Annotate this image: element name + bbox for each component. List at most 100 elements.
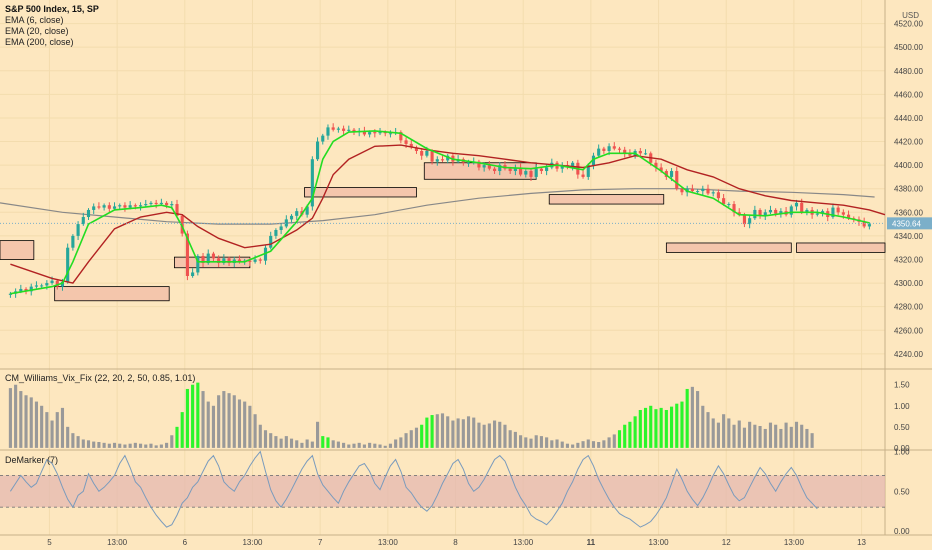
vix-bar [40,405,44,448]
vix-bar [305,439,309,448]
candle-body [763,212,767,216]
vix-bar [446,416,450,448]
vix-bar [357,442,361,448]
vix-bar [789,426,793,448]
vix-bar [175,426,179,448]
vix-bar [643,407,648,448]
vix-bar [378,444,382,448]
vix-bar [482,424,486,448]
vix-bar [19,391,23,448]
price-tick-label: 4260.00 [894,326,923,335]
candle-body [227,258,231,264]
vix-bar [24,395,28,448]
candle-body [76,224,80,236]
vix-bar [310,441,314,448]
candle-body [482,165,486,168]
candle-body [581,174,585,177]
candle-body [149,202,153,205]
price-tick-label: 4360.00 [894,208,923,217]
candle-body [742,214,747,225]
candle-body [768,209,773,213]
vix-bar [602,440,606,448]
vix-bar [508,430,512,448]
vix-bar [331,440,335,448]
candle-body [399,132,403,141]
candle-body [40,285,44,287]
legend-ema6[interactable]: EMA (6, close) [5,15,64,25]
vix-bar [383,445,387,448]
candle-body [675,171,679,189]
vix-legend[interactable]: CM_Williams_Vix_Fix (22, 20, 2, 50, 0.85… [5,373,196,383]
candle-body [466,162,471,164]
candle-body [420,150,424,156]
candle-body [794,202,799,207]
vix-bar [701,405,705,448]
vix-bar [628,421,632,448]
candle-body [29,286,33,292]
candle-body [690,188,694,192]
vix-bar [492,420,497,448]
candle-body [716,192,720,199]
vix-bar [617,430,622,448]
vix-bar [321,436,325,448]
time-tick-label: 13:00 [513,538,534,547]
vix-bar [430,415,434,448]
vix-bar [97,442,101,448]
candle-body [258,259,262,261]
candle-body [217,258,221,264]
candle-body [586,165,590,177]
vix-bar [461,419,465,448]
demarker-tick-label: 0.50 [894,487,910,496]
candle-body [170,204,174,206]
vix-bar [586,439,590,448]
vix-bar [576,442,580,448]
vix-bar [243,401,247,448]
price-tick-label: 4240.00 [894,350,923,359]
vix-bar [159,444,163,448]
time-tick-label: 13:00 [784,538,805,547]
vix-bar [425,417,429,448]
price-tick-label: 4460.00 [894,90,923,99]
vix-bar [727,418,731,448]
vix-bar [696,391,700,448]
vix-bar [409,430,413,448]
ema-layer [0,130,886,295]
candle-body [539,168,543,172]
vix-bar [362,444,366,448]
price-tick-label: 4300.00 [894,279,923,288]
vix-bar [685,388,689,448]
vix-bar [451,420,455,448]
candle-body [295,211,299,216]
currency-label: USD [902,11,919,20]
vix-bar [55,412,59,448]
vix-bar [154,445,158,448]
legend-ema20[interactable]: EMA (20, close) [5,26,69,36]
candle-body [414,147,419,151]
vix-bar [581,441,585,448]
price-tick-label: 4420.00 [894,138,923,147]
candle-body [342,128,346,131]
demarker-tick-label: 1.00 [894,448,910,457]
vix-bar [477,422,481,448]
candle-body [701,188,705,192]
candle-body [425,150,429,156]
supply-demand-zone [665,242,792,253]
vix-bar [539,436,543,448]
candle-body [305,206,309,215]
price-tick-label: 4280.00 [894,303,923,312]
vix-bar [633,416,637,448]
candle-body [138,205,143,207]
candle-body [789,206,793,215]
vix-bar [107,443,111,448]
candle-body [185,233,189,276]
candle-body [446,155,450,161]
vix-bar [565,443,570,448]
legend-ema200[interactable]: EMA (200, close) [5,37,74,47]
vix-bar [206,401,210,448]
vix-bar [211,405,216,448]
vix-bar [649,405,653,448]
vix-bar [227,393,231,448]
current-price-label: 4350.64 [892,219,921,228]
demarker-legend[interactable]: DeMarker (7) [5,455,59,465]
